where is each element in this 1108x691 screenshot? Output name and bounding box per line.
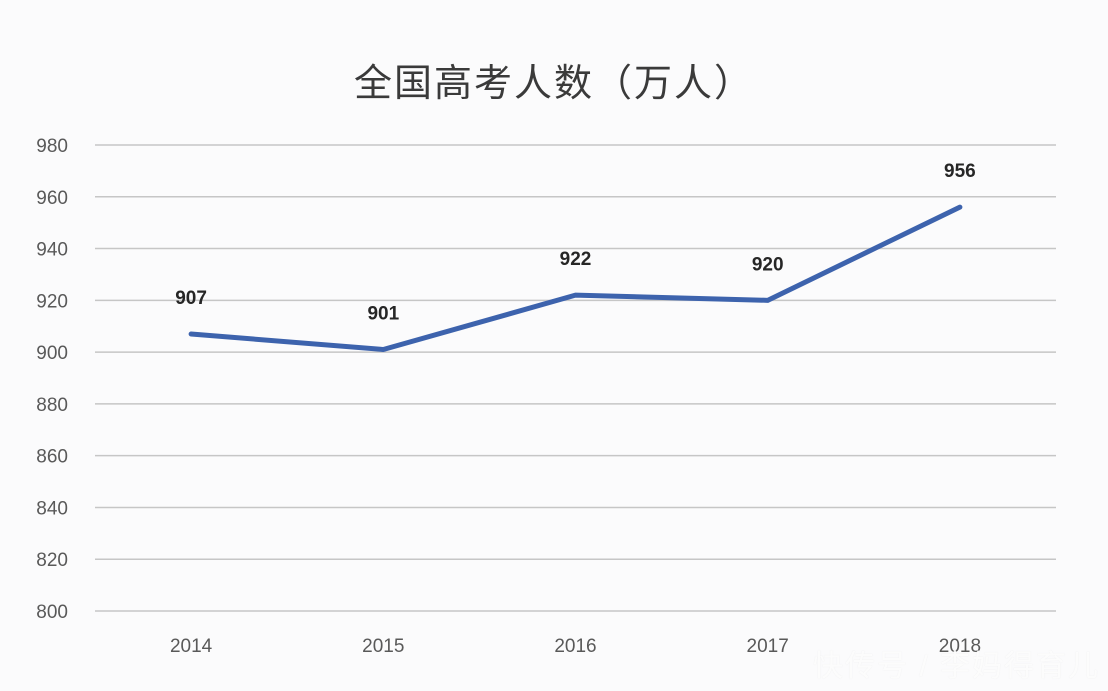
- x-tick-label: 2017: [747, 636, 789, 657]
- y-tick-label: 860: [36, 447, 68, 468]
- y-axis-ticks: 800 820 840 860 880 900 920 940 960 980: [36, 136, 68, 623]
- data-label: 922: [560, 249, 592, 270]
- y-tick-label: 840: [36, 498, 68, 519]
- x-tick-label: 2014: [170, 636, 213, 657]
- y-tick-label: 940: [36, 240, 68, 261]
- y-tick-label: 880: [36, 395, 68, 416]
- data-label: 901: [367, 304, 399, 325]
- gridlines: [95, 144, 1056, 612]
- y-tick-label: 900: [36, 343, 68, 364]
- watermark: 快传号 / 李妈得育儿: [812, 650, 1100, 683]
- y-tick-label: 820: [36, 550, 68, 571]
- x-tick-label: 2018: [939, 636, 981, 657]
- chart-title: 全国高考人数（万人）: [353, 61, 754, 105]
- y-tick-label: 800: [36, 602, 68, 623]
- y-tick-label: 960: [36, 188, 68, 209]
- x-axis-ticks: 2014 2015 2016 2017 2018: [170, 636, 981, 657]
- data-label: 956: [944, 161, 976, 182]
- series-line: [188, 204, 963, 353]
- y-tick-label: 980: [36, 136, 68, 157]
- data-label: 907: [175, 288, 207, 309]
- y-tick-label: 920: [36, 291, 68, 312]
- data-label: 920: [752, 254, 784, 275]
- x-tick-label: 2016: [554, 636, 596, 657]
- data-labels: 907 901 922 920 956: [175, 161, 976, 324]
- x-tick-label: 2015: [362, 636, 404, 657]
